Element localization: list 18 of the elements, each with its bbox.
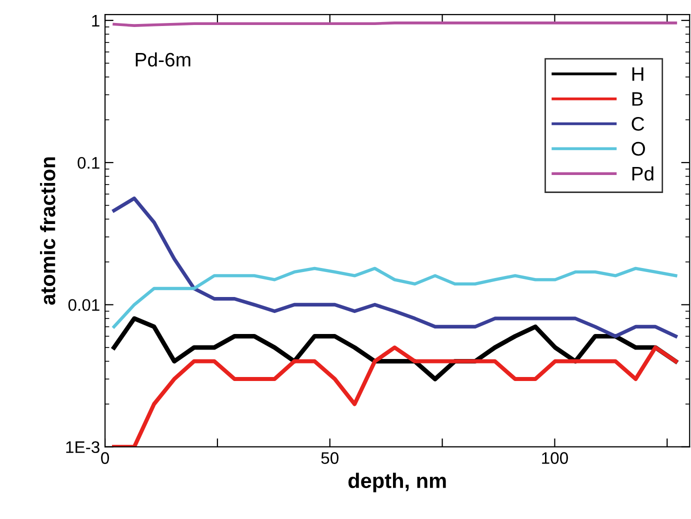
x-tick-label: 100 [542,452,568,464]
y-tick-label: 1 [92,14,100,26]
y-axis-title: atomic fraction [40,157,56,305]
y-tick-label: 0.01 [68,299,100,311]
x-axis-title: depth, nm [348,472,446,492]
y-tick-label: 1E-3 [66,441,100,454]
x-tick-label: 50 [321,452,338,464]
legend-label: H [632,67,644,81]
y-tick-label: 0.1 [78,156,100,169]
line-series [112,196,678,338]
line-series [112,266,678,328]
x-tick-label: 0 [101,452,110,464]
line-series [112,345,678,447]
annotation: Pd-6m [136,52,190,67]
legend-label: O [632,142,645,156]
legend-label: C [632,116,644,131]
legend-label: Pd [632,166,654,181]
legend-label: B [632,92,643,106]
